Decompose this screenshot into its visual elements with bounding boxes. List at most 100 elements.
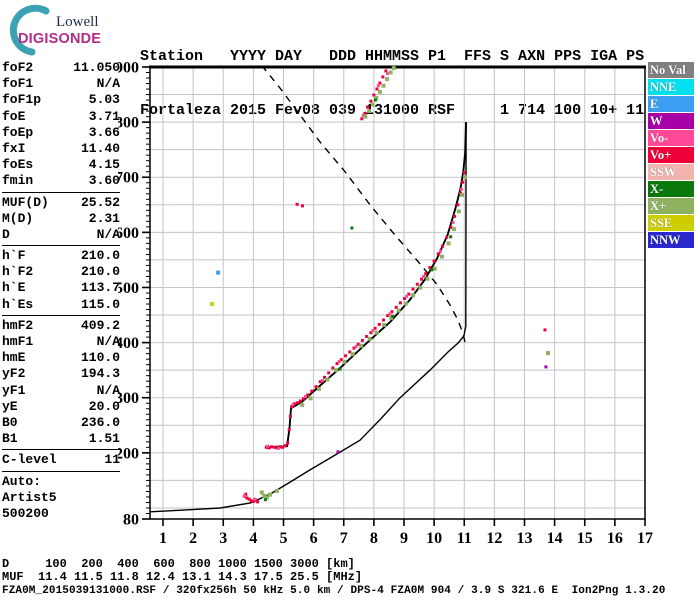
param-label: hmF1 (2, 334, 34, 349)
param-label: foEp (2, 124, 34, 140)
ionogram-chart: 900 800 700 600 500 400 300 200 80 1 2 3 4 5 6 7 8 9 10 11 1… (115, 55, 700, 560)
param-value: 4.15 (88, 157, 120, 173)
param-value: 113.7 (80, 280, 120, 296)
legend-item-NNE: NNE (648, 79, 694, 95)
y-axis: 900 800 700 600 500 400 300 200 80 (115, 60, 150, 529)
y-tick-label: 600 (118, 225, 139, 242)
legend-item-SSE: SSE (648, 215, 694, 231)
y-tick-label: 300 (118, 390, 139, 407)
legend-item-NoVal: No Val (648, 62, 694, 78)
param-row-fmin: fmin 3.60 (2, 173, 120, 189)
param-divider (2, 449, 120, 451)
echoes-Vo- (242, 72, 463, 501)
param-divider (2, 191, 120, 193)
param-value: 25.52 (80, 194, 120, 210)
param-label: fmin (2, 173, 34, 189)
param-label: h`F (2, 248, 26, 264)
x-tick-label: 11 (457, 530, 472, 547)
param-row-h`F: h`F 210.0 (2, 248, 120, 264)
param-row-yF1: yF1 N/A (2, 383, 120, 399)
y-tick-label: 80 (123, 512, 139, 529)
distance-row: D 100 200 400 600 800 1000 1500 3000 [km… (2, 557, 355, 571)
param-value: 11 (104, 452, 120, 468)
param-row-foF2: foF2 11.050 (2, 60, 120, 76)
param-value: 5.03 (88, 92, 120, 108)
param-label: foF1p (2, 92, 42, 108)
param-value: 11.050 (73, 60, 120, 75)
param-label: yF2 (2, 366, 26, 382)
logo-lowell-text: Lowell (56, 14, 99, 30)
x-tick-label: 10 (426, 530, 442, 547)
y-tick-label: 900 (118, 60, 139, 77)
param-label: foE (2, 108, 26, 124)
doppler-direction-legend: No Val NNE E W Vo- Vo+ SSW X- X+ SSE NNW (648, 62, 695, 249)
param-value: N/A (96, 334, 120, 349)
x-tick-label: 9 (400, 530, 408, 547)
logo-digisonde-text: DIGISONDE (18, 31, 102, 47)
param-divider (2, 314, 120, 316)
param-footer-line: 500200 (2, 505, 49, 521)
param-value: N/A (96, 76, 120, 92)
param-row-fxI: fxI 11.40 (2, 141, 120, 157)
param-row-foEs: foEs 4.15 (2, 157, 120, 173)
param-value: 110.0 (80, 350, 120, 366)
param-label: h`Es (2, 296, 34, 312)
logo-arc-icon (9, 4, 50, 56)
curve-topside-model (235, 66, 466, 343)
legend-item-W: W (648, 113, 694, 129)
param-label: B1 (2, 431, 18, 447)
echoes-W (336, 365, 548, 454)
param-divider (2, 245, 120, 247)
x-tick-label: 8 (370, 530, 378, 547)
param-row-yF2: yF2 194.3 (2, 366, 120, 382)
param-label: yF1 (2, 382, 26, 398)
y-tick-label: 500 (118, 280, 139, 297)
muf-row: MUF 11.4 11.5 11.8 12.4 13.1 14.3 17.5 2… (2, 570, 363, 584)
x-axis: 1 2 3 4 5 6 7 8 9 10 11 12 13 14 15 16 17 (159, 519, 653, 547)
x-tick-label: 4 (249, 530, 257, 547)
param-footer-line: Artist5 (2, 489, 57, 505)
param-row-C-level: C-level 11 (2, 452, 120, 468)
digisonde-logo: Lowell DIGISONDE (4, 4, 124, 56)
y-tick-label: 800 (118, 115, 139, 132)
legend-item-X-: X- (648, 181, 694, 197)
param-value: 210.0 (80, 264, 120, 280)
param-value: 11.40 (80, 140, 120, 156)
x-tick-label: 17 (637, 530, 653, 547)
y-tick-label: 400 (118, 335, 139, 352)
legend-item-NNW: NNW (648, 232, 694, 248)
param-label: MUF(D) (2, 194, 49, 210)
param-label: fxI (2, 140, 26, 156)
param-label: M(D) (2, 210, 34, 226)
param-value: 409.2 (80, 317, 120, 333)
param-label: D (2, 226, 10, 242)
legend-item-SSW: SSW (648, 164, 694, 180)
param-value: 20.0 (88, 398, 120, 414)
param-row-h`E: h`E 113.7 (2, 280, 120, 296)
param-label: foF1 (2, 76, 34, 92)
parameter-panel: foF2 11.050 foF1 N/A foF1p 5.03 foE 3.71 foEp 3.6… (2, 60, 120, 522)
param-row-foEp: foEp 3.66 (2, 125, 120, 141)
param-value: 194.3 (80, 366, 120, 382)
param-row-B0: B0 236.0 (2, 415, 120, 431)
x-tick-label: 14 (547, 530, 563, 547)
param-label: yE (2, 398, 18, 414)
param-label: foEs (2, 157, 34, 173)
param-row-h`F2: h`F2 210.0 (2, 264, 120, 280)
param-value: 1.51 (88, 431, 120, 447)
param-row-foF1: foF1 N/A (2, 76, 120, 92)
param-label: h`F2 (2, 264, 34, 280)
y-tick-label: 700 (118, 170, 139, 187)
param-row-M(D): M(D) 2.31 (2, 211, 120, 227)
file-info-line: FZA0M_2015039131000.RSF / 320fx256h 50 k… (2, 585, 666, 597)
param-value: N/A (96, 382, 120, 398)
x-tick-label: 1 (159, 530, 167, 547)
param-row-hmF2: hmF2 409.2 (2, 318, 120, 334)
param-row-yE: yE 20.0 (2, 399, 120, 415)
param-row-h`Es: h`Es 115.0 (2, 297, 120, 313)
param-value: 3.71 (88, 108, 120, 124)
param-divider (2, 470, 120, 472)
param-label: B0 (2, 414, 18, 430)
y-tick-label: 200 (118, 445, 139, 462)
